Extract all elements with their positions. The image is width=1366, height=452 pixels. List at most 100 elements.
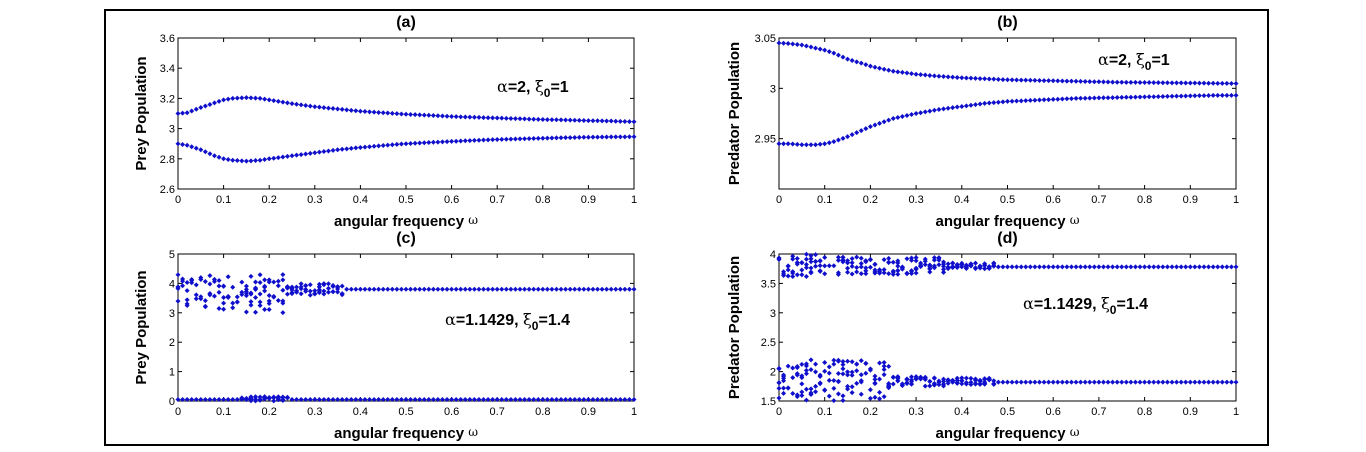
data-point [1005,379,1010,385]
data-point [1146,80,1152,86]
data-point [321,288,327,294]
data-point [567,135,573,141]
y-tick-label: 3.05 [755,33,776,45]
data-point [362,397,368,403]
y-tick-label: 2.6 [160,184,175,196]
data-point [234,294,240,300]
data-point [225,397,231,403]
y-axis-label: Prey Population [133,56,150,170]
data-point [817,268,823,274]
data-point [1151,94,1157,100]
x-tick-label: 0.8 [1137,194,1152,206]
data-point [877,360,883,366]
data-point [216,154,222,160]
data-point [872,64,878,70]
data-point [854,361,860,367]
data-point [316,287,322,293]
data-point [211,397,217,403]
data-point [626,397,632,403]
data-point [439,139,445,145]
data-point [1032,77,1038,83]
data-point [380,110,386,116]
data-point [1009,98,1015,104]
data-point [595,397,601,403]
data-point [1100,95,1106,101]
data-point [1073,379,1079,385]
data-point [922,258,928,264]
y-tick-label: 3.5 [761,278,776,290]
data-point [822,368,828,374]
data-point [558,117,564,123]
data-point [1110,379,1116,385]
data-point [845,134,851,140]
data-point [931,73,937,79]
data-point [858,255,864,261]
data-point [184,301,190,307]
data-point [444,286,450,292]
data-point [613,118,619,124]
data-point [941,259,947,265]
data-point [872,122,878,128]
data-point [1073,264,1079,270]
data-point [558,135,564,141]
data-point [813,389,819,395]
data-point [854,269,860,275]
data-point [831,398,837,404]
data-point [977,381,983,387]
x-axis-label: angular frequency ω [936,425,1080,442]
data-point [803,397,809,403]
data-point [298,397,304,403]
data-point [253,394,259,400]
data-point [1000,77,1006,83]
data-point [394,111,400,117]
data-point [1036,97,1042,103]
data-point [453,286,459,292]
data-point [831,263,837,269]
data-point [526,397,532,403]
data-point [202,103,208,109]
data-point [581,117,587,123]
data-point [1201,93,1207,99]
data-point [904,381,910,387]
data-point [180,141,186,147]
data-point [426,139,432,145]
data-point [977,76,983,82]
data-point [335,284,341,290]
data-point [1178,80,1184,86]
data-point [854,130,860,136]
y-tick-label: 3 [169,308,175,320]
data-point [863,271,869,277]
data-point [294,289,300,295]
data-point [1036,264,1042,270]
data-point [449,114,455,120]
data-point [312,150,318,156]
data-point [977,378,983,384]
data-point [1201,379,1207,385]
data-point [330,289,336,295]
data-point [576,286,582,292]
data-point [202,298,208,304]
data-point [1023,98,1029,104]
data-point [991,100,997,106]
data-point [189,397,195,403]
data-point [973,266,979,272]
data-point [813,252,819,258]
data-point [517,136,523,142]
data-point [799,381,805,387]
data-point [316,149,322,155]
data-point [863,259,869,265]
data-point [1082,264,1088,270]
data-point [858,60,864,66]
data-point [563,135,569,141]
data-point [1219,92,1225,98]
data-point [954,104,960,110]
data-point [1187,264,1193,270]
data-point [253,309,259,315]
data-point [945,378,951,384]
data-point [599,134,605,140]
panel-b: (b) 0 0.1 0.2 0.3 0.4 0.5 0.6 0.7 0.8 0.9 1 2.95 3 3.0… [726,14,1239,230]
series-markers [175,95,637,164]
data-point [230,300,236,306]
data-point [813,361,819,367]
x-tick-label: 0.5 [398,194,413,206]
